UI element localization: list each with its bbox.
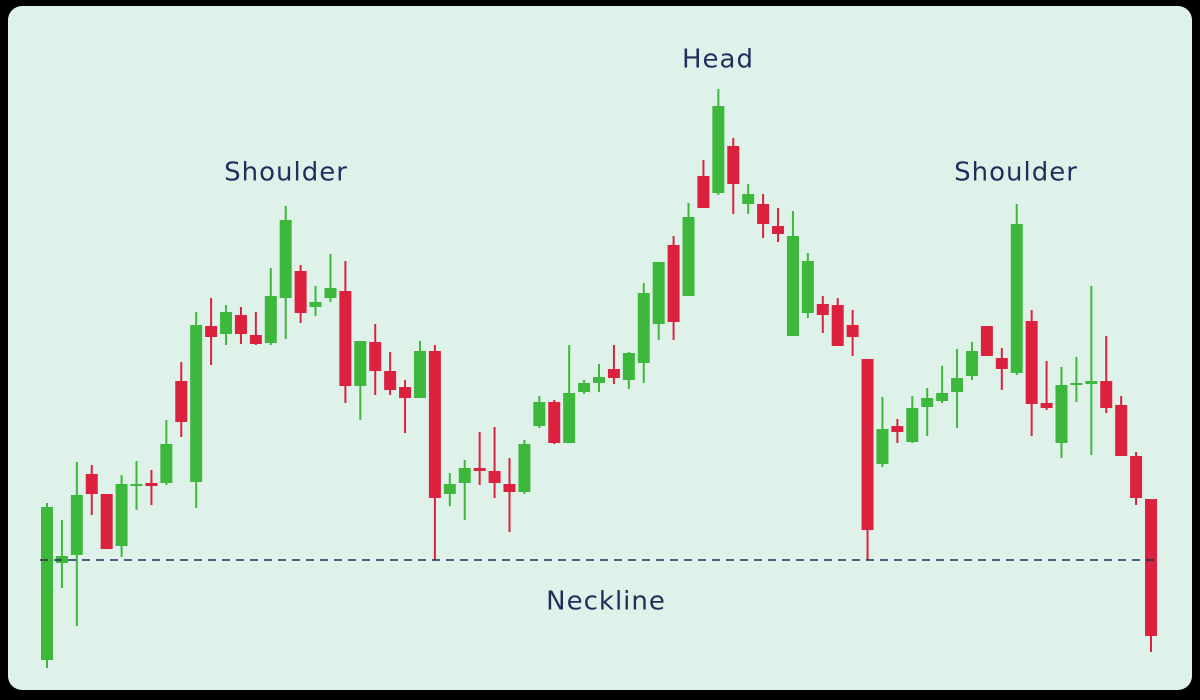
candle-body xyxy=(115,484,128,546)
candle-body xyxy=(175,381,188,422)
candle-body xyxy=(786,236,799,336)
candle-body xyxy=(667,245,680,322)
candle-body xyxy=(249,335,262,344)
candle-body xyxy=(384,371,397,390)
candle-body xyxy=(503,484,516,492)
candle-body xyxy=(294,271,307,313)
candle-body xyxy=(41,507,53,660)
candle-body xyxy=(891,426,904,432)
candle-body xyxy=(578,383,591,392)
neckline-label: Neckline xyxy=(546,587,666,617)
candle-body xyxy=(1145,499,1157,636)
candle-body xyxy=(413,351,426,398)
candle-body xyxy=(1040,403,1053,408)
candle-body xyxy=(563,393,576,443)
candle-body xyxy=(1025,321,1038,404)
candle-body xyxy=(443,484,456,494)
candle-body xyxy=(965,351,978,376)
candle-body xyxy=(1115,405,1128,456)
candle-body xyxy=(309,302,322,307)
candle-body xyxy=(473,468,486,471)
candle-body xyxy=(816,304,829,315)
candle-body xyxy=(1085,381,1098,384)
candle-body xyxy=(995,358,1008,369)
candle-body xyxy=(369,342,382,371)
candle-body xyxy=(85,474,98,494)
candle-body xyxy=(727,146,740,184)
candle-body xyxy=(876,429,889,464)
candle-body xyxy=(801,261,814,313)
candle-body xyxy=(234,315,247,334)
candle-body xyxy=(205,326,218,337)
plot xyxy=(40,89,1160,668)
candle-body xyxy=(652,262,665,324)
candle-body xyxy=(593,377,605,383)
candle-body xyxy=(637,293,650,363)
annotation: Shoulder xyxy=(954,158,1078,188)
annotation: Shoulder xyxy=(224,158,348,188)
candle-body xyxy=(772,226,785,234)
candle-body xyxy=(906,408,919,442)
candle-body xyxy=(160,444,173,483)
candle-body xyxy=(697,176,710,208)
candle-body xyxy=(682,217,695,296)
candle-body xyxy=(921,398,934,407)
candle-body xyxy=(70,495,83,555)
candle-body xyxy=(951,378,964,392)
candle-body xyxy=(100,494,113,549)
candle-body xyxy=(488,471,501,483)
candle-body xyxy=(533,402,546,426)
candle-body xyxy=(339,291,352,386)
candle-body xyxy=(145,483,158,486)
candle-body xyxy=(220,312,233,334)
candle-body xyxy=(742,194,755,204)
candle-body xyxy=(980,326,993,356)
candle-body xyxy=(428,351,441,498)
candle-body xyxy=(622,353,635,380)
candle-body xyxy=(190,325,203,482)
candle-body xyxy=(831,305,844,346)
candle-body xyxy=(1100,381,1113,408)
candle-body xyxy=(264,296,277,343)
candle-body xyxy=(354,341,367,386)
chart-background xyxy=(8,6,1192,690)
candle-body xyxy=(324,288,337,298)
annotation: Head xyxy=(682,45,754,75)
candle-body xyxy=(757,204,770,224)
candle-body xyxy=(1055,385,1068,443)
candle-body xyxy=(518,444,531,492)
candle-body xyxy=(548,402,561,443)
candle-body xyxy=(1130,456,1143,498)
candle-body xyxy=(861,359,874,530)
candle-body xyxy=(399,387,412,398)
candle-body xyxy=(130,484,143,486)
candle-body xyxy=(1070,383,1083,385)
candle-body xyxy=(458,468,471,483)
candle-body xyxy=(279,220,292,298)
candle-body xyxy=(1010,224,1023,373)
candle-body xyxy=(936,393,949,401)
candle-body xyxy=(607,369,620,378)
candle-body xyxy=(846,325,859,337)
candle-body xyxy=(712,106,725,193)
